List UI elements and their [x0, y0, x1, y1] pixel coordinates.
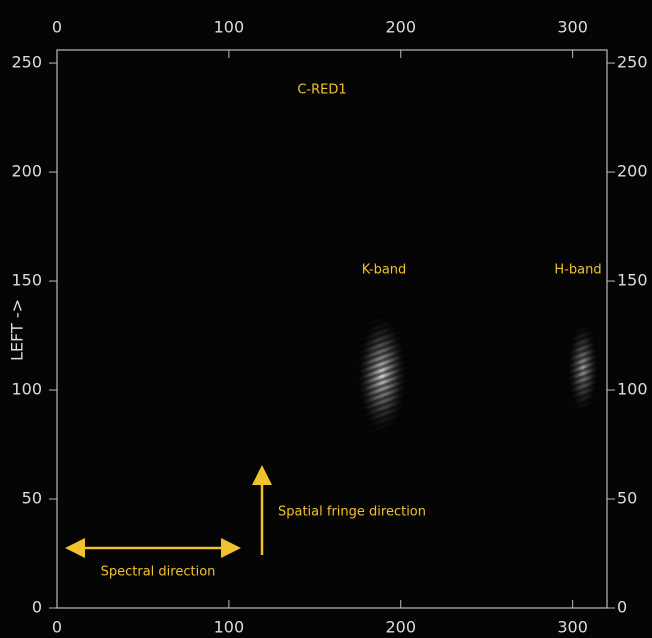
y-tick-label: 50	[22, 489, 42, 508]
y-tick-label: 200	[11, 162, 42, 181]
y-tick-label: 200	[617, 162, 648, 181]
annotation: Spatial fringe direction	[278, 505, 426, 520]
y-tick-label: 250	[11, 53, 42, 72]
y-axis-label: LEFT ->	[8, 299, 27, 361]
x-tick-label: 200	[385, 18, 416, 37]
x-tick-label: 300	[557, 18, 588, 37]
y-tick-label: 100	[617, 380, 648, 399]
h-band-fringes	[567, 320, 599, 416]
annotation: Spectral direction	[101, 565, 216, 580]
annotation: C-RED1	[297, 83, 346, 98]
y-tick-label: 250	[617, 53, 648, 72]
y-tick-label: 0	[617, 598, 627, 617]
x-tick-label: 100	[214, 18, 245, 37]
y-tick-label: 0	[32, 598, 42, 617]
y-tick-label: 150	[617, 271, 648, 290]
x-tick-label: 0	[52, 618, 62, 637]
x-tick-label: 300	[557, 618, 588, 637]
y-tick-label: 50	[617, 489, 637, 508]
x-tick-label: 100	[214, 618, 245, 637]
annotation: K-band	[362, 263, 407, 278]
x-tick-label: 0	[52, 18, 62, 37]
x-tick-label: 200	[385, 618, 416, 637]
annotation: H-band	[554, 263, 601, 278]
y-tick-label: 100	[11, 380, 42, 399]
k-band-fringes	[356, 313, 408, 437]
plot-frame	[56, 49, 608, 609]
y-tick-label: 150	[11, 271, 42, 290]
